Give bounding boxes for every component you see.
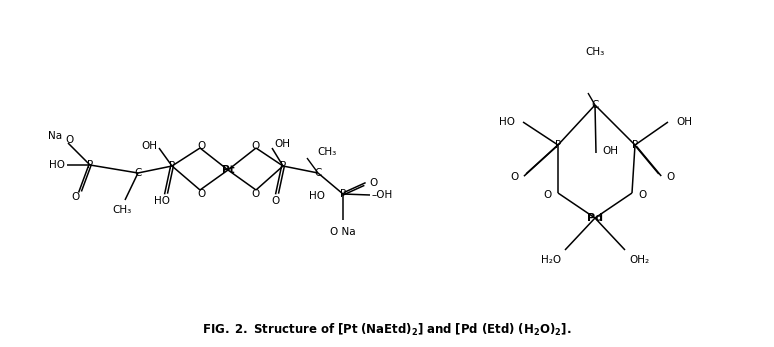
Text: P: P	[340, 189, 346, 199]
Text: O: O	[511, 172, 519, 182]
Text: OH: OH	[141, 141, 157, 151]
Text: Na: Na	[48, 131, 62, 141]
Text: OH: OH	[602, 146, 618, 156]
Text: HO: HO	[154, 196, 170, 206]
Text: OH: OH	[676, 117, 692, 127]
Text: O: O	[544, 190, 552, 200]
Text: C: C	[591, 100, 598, 110]
Text: C: C	[314, 168, 322, 178]
Text: Pt: Pt	[221, 165, 235, 175]
Text: H₂O: H₂O	[541, 255, 561, 265]
Text: O: O	[666, 172, 674, 182]
Text: O: O	[252, 141, 260, 151]
Text: CH₃: CH₃	[112, 205, 132, 215]
Text: Pd: Pd	[587, 213, 603, 223]
Text: P: P	[169, 161, 175, 171]
Text: HO: HO	[309, 191, 325, 201]
Text: O: O	[197, 141, 205, 151]
Text: CH₃: CH₃	[317, 147, 336, 157]
Text: P: P	[555, 140, 561, 150]
Text: O Na: O Na	[330, 227, 356, 237]
Text: HO: HO	[499, 117, 515, 127]
Text: C: C	[135, 168, 142, 178]
Text: –OH: –OH	[372, 190, 393, 200]
Text: O: O	[66, 135, 74, 145]
Text: OH: OH	[274, 139, 290, 149]
Text: O: O	[369, 178, 377, 188]
Text: $\mathbf{FIG.\ 2.}$ $\mathbf{Structure\ of\ [Pt\ (NaEtd)_2]\ and\ [Pd\ (Etd)\ (H: $\mathbf{FIG.\ 2.}$ $\mathbf{Structure\ …	[202, 322, 572, 338]
Text: P: P	[280, 161, 286, 171]
Text: CH₃: CH₃	[585, 47, 604, 57]
Text: OH₂: OH₂	[629, 255, 649, 265]
Text: O: O	[271, 196, 279, 206]
Text: P: P	[87, 160, 93, 170]
Text: O: O	[252, 189, 260, 199]
Text: HO: HO	[49, 160, 65, 170]
Text: O: O	[197, 189, 205, 199]
Text: O: O	[638, 190, 646, 200]
Text: P: P	[632, 140, 638, 150]
Text: O: O	[72, 192, 80, 202]
